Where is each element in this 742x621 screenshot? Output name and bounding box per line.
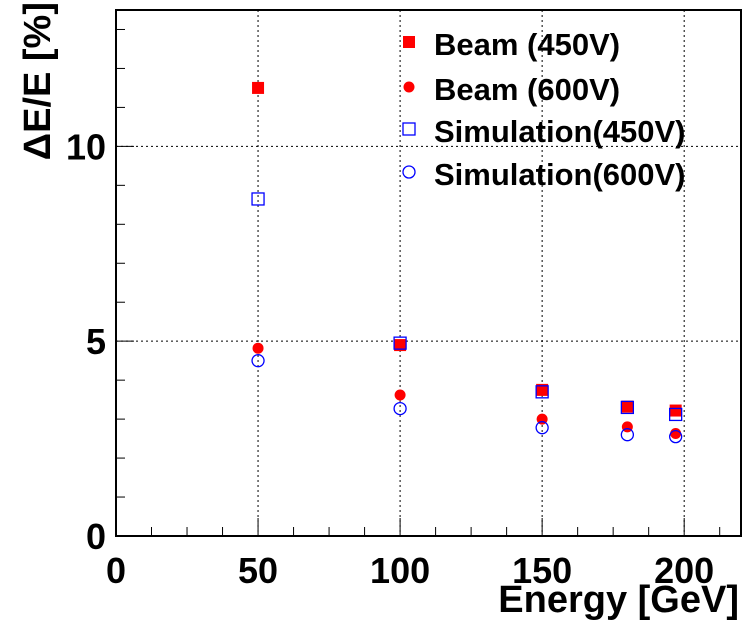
x-axis-title: Energy [GeV] bbox=[498, 579, 739, 621]
axis-ticks bbox=[115, 28, 721, 537]
data-point bbox=[620, 428, 635, 442]
legend: Beam (450V) Beam (600V) Simulation(450V) Si… bbox=[402, 27, 686, 192]
legend-marker bbox=[402, 165, 416, 179]
data-point bbox=[252, 81, 265, 94]
plot-frame bbox=[115, 9, 742, 537]
series-2 bbox=[252, 342, 682, 440]
data-point bbox=[394, 389, 406, 401]
y-axis-title: ΔE/E [%] bbox=[17, 2, 59, 160]
data-point bbox=[252, 342, 264, 354]
legend-label: Beam (450V) bbox=[434, 27, 620, 62]
tick-labels: 0 50 100 150 200 0 5 10 bbox=[66, 126, 714, 591]
grid-lines bbox=[116, 10, 741, 536]
legend-entry: Simulation(600V) bbox=[402, 157, 686, 192]
legend-entry: Simulation(450V) bbox=[402, 114, 686, 149]
y-tick-label: 10 bbox=[66, 126, 106, 167]
data-point bbox=[620, 400, 635, 415]
data-point bbox=[393, 336, 407, 350]
x-tick-label: 200 bbox=[654, 550, 714, 591]
data-points bbox=[251, 81, 683, 444]
y-tick-label: 5 bbox=[86, 321, 106, 362]
legend-label: Simulation(600V) bbox=[434, 157, 686, 192]
legend-marker bbox=[402, 122, 416, 136]
legend-entry: Beam (450V) bbox=[403, 27, 620, 62]
x-tick-label: 150 bbox=[512, 550, 572, 591]
data-point bbox=[393, 401, 407, 416]
x-tick-label: 0 bbox=[106, 550, 126, 591]
data-point bbox=[251, 192, 265, 206]
legend-label: Beam (600V) bbox=[434, 72, 620, 107]
series-4 bbox=[251, 354, 683, 444]
data-point bbox=[536, 383, 549, 396]
series-3 bbox=[251, 192, 683, 422]
data-point bbox=[669, 404, 682, 417]
data-point bbox=[394, 339, 407, 352]
data-point bbox=[669, 407, 683, 422]
series-1 bbox=[252, 81, 682, 417]
legend-label: Simulation(450V) bbox=[434, 114, 686, 149]
y-tick-label: 0 bbox=[86, 516, 106, 557]
x-tick-label: 50 bbox=[238, 550, 278, 591]
data-point bbox=[670, 428, 682, 440]
data-point bbox=[535, 385, 549, 399]
legend-entry: Beam (600V) bbox=[403, 72, 620, 107]
data-point bbox=[621, 400, 634, 413]
data-point bbox=[251, 354, 265, 368]
legend-marker bbox=[403, 36, 415, 48]
legend-marker bbox=[403, 81, 415, 93]
x-tick-label: 100 bbox=[370, 550, 430, 591]
data-point bbox=[535, 421, 549, 435]
data-point bbox=[669, 429, 683, 444]
